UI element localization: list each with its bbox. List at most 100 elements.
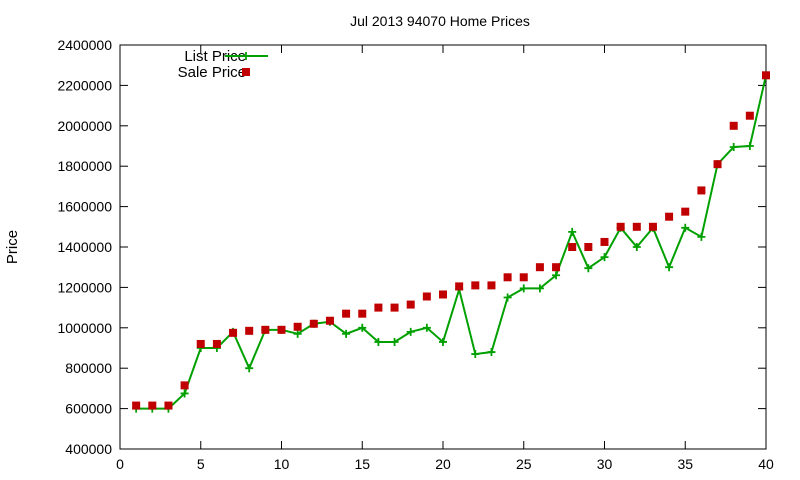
sale-price-point bbox=[616, 222, 625, 231]
sale-price-point bbox=[309, 319, 318, 328]
sale-price-point bbox=[132, 401, 141, 410]
sale-price-point bbox=[261, 325, 270, 334]
x-tick-label: 35 bbox=[677, 456, 693, 472]
sale-price-point bbox=[552, 263, 561, 272]
sale-price-point bbox=[229, 328, 238, 337]
sale-price-point bbox=[648, 222, 657, 231]
sale-price-point bbox=[455, 282, 464, 291]
y-tick-label: 1400000 bbox=[57, 239, 112, 255]
x-tick-label: 30 bbox=[597, 456, 613, 472]
list-price-point bbox=[745, 142, 754, 150]
list-price-point bbox=[681, 223, 690, 232]
y-tick-label: 400000 bbox=[65, 441, 112, 457]
sale-price-point bbox=[390, 303, 399, 312]
y-axis-label: Price bbox=[4, 230, 21, 264]
list-price-point bbox=[568, 227, 577, 236]
legend-label: List Price bbox=[184, 48, 246, 65]
sale-price-point bbox=[422, 292, 431, 301]
list-price-point bbox=[535, 284, 544, 293]
y-tick-label: 2400000 bbox=[57, 37, 112, 53]
x-tick-label: 40 bbox=[758, 456, 774, 472]
sale-price-point bbox=[681, 207, 690, 216]
sale-price-point bbox=[697, 186, 706, 195]
list-price-point bbox=[406, 327, 415, 336]
y-tick-label: 1800000 bbox=[57, 158, 112, 174]
list-price-point bbox=[422, 323, 431, 332]
sale-price-point bbox=[196, 339, 205, 348]
sale-price-point bbox=[713, 160, 722, 169]
sale-price-point bbox=[439, 290, 447, 299]
sale-price-point bbox=[665, 212, 674, 221]
sale-price-point bbox=[584, 243, 593, 251]
sale-price-point bbox=[277, 325, 286, 334]
sale-price-point bbox=[600, 237, 609, 246]
x-tick-label: 10 bbox=[274, 456, 290, 472]
list-price-point bbox=[519, 284, 528, 293]
sale-price-point bbox=[245, 326, 254, 335]
list-price-point bbox=[342, 329, 351, 338]
sale-price-point bbox=[471, 281, 480, 290]
legend-square-marker bbox=[242, 68, 250, 76]
x-tick-label: 20 bbox=[435, 456, 451, 472]
list-price-point bbox=[600, 253, 609, 262]
list-price-point bbox=[632, 243, 641, 251]
series-layer bbox=[132, 71, 770, 413]
list-price-point bbox=[729, 143, 738, 152]
list-price-point bbox=[293, 329, 302, 338]
list-price-point bbox=[697, 232, 706, 241]
list-price-point bbox=[374, 337, 383, 346]
sale-price-point bbox=[325, 316, 334, 325]
y-tick-label: 2200000 bbox=[57, 77, 112, 93]
legend-label: Sale Price bbox=[178, 64, 246, 81]
y-tick-label: 1000000 bbox=[57, 320, 112, 336]
plot-frame bbox=[119, 44, 767, 450]
y-tick-label: 1600000 bbox=[57, 199, 112, 215]
list-price-point bbox=[584, 264, 593, 273]
list-price-point bbox=[245, 364, 254, 373]
sale-price-point bbox=[374, 303, 383, 312]
sale-price-point bbox=[358, 309, 367, 318]
list-price-series bbox=[132, 71, 770, 413]
y-tick-label: 1200000 bbox=[57, 279, 112, 295]
sale-price-point bbox=[164, 401, 173, 410]
sale-price-point bbox=[535, 263, 544, 272]
list-price-line bbox=[136, 75, 767, 410]
sale-price-point bbox=[406, 300, 415, 309]
x-tick-label: 25 bbox=[516, 456, 532, 472]
legend-plus-marker bbox=[242, 52, 250, 60]
sale-price-point bbox=[180, 381, 189, 390]
y-axis: 400000 600000 800000 1000000 1200000 1400000 1… bbox=[57, 37, 766, 457]
sale-price-point bbox=[632, 222, 641, 231]
sale-price-point bbox=[342, 309, 351, 318]
list-price-point bbox=[665, 263, 674, 272]
list-price-point bbox=[487, 348, 496, 357]
x-tick-label: 5 bbox=[197, 456, 205, 472]
sale-price-point bbox=[519, 273, 528, 282]
sale-price-point bbox=[503, 273, 512, 282]
sale-price-point bbox=[745, 111, 754, 120]
sale-price-point bbox=[212, 339, 221, 348]
x-tick-label: 0 bbox=[116, 456, 124, 472]
sale-price-series bbox=[132, 71, 770, 410]
list-price-point bbox=[503, 293, 512, 302]
list-price-point bbox=[180, 389, 189, 398]
list-price-point bbox=[471, 350, 480, 359]
sale-price-point bbox=[293, 322, 302, 331]
sale-price-point bbox=[148, 401, 157, 410]
sale-price-point bbox=[487, 281, 496, 290]
sale-price-point bbox=[568, 243, 577, 251]
y-tick-label: 600000 bbox=[65, 401, 112, 417]
chart-title: Jul 2013 94070 Home Prices bbox=[350, 13, 530, 29]
list-price-point bbox=[439, 337, 447, 346]
plot-area: 400000 600000 800000 1000000 1200000 1400000 1… bbox=[57, 37, 774, 472]
list-price-point bbox=[390, 337, 399, 346]
y-tick-label: 2000000 bbox=[57, 118, 112, 134]
sale-price-point bbox=[762, 71, 770, 80]
y-tick-label: 800000 bbox=[65, 360, 112, 376]
sale-price-point bbox=[729, 121, 738, 130]
x-axis: 0 5 10 15 20 25 30 35 40 bbox=[116, 45, 774, 472]
x-tick-label: 15 bbox=[354, 456, 370, 472]
list-price-point bbox=[552, 271, 561, 280]
